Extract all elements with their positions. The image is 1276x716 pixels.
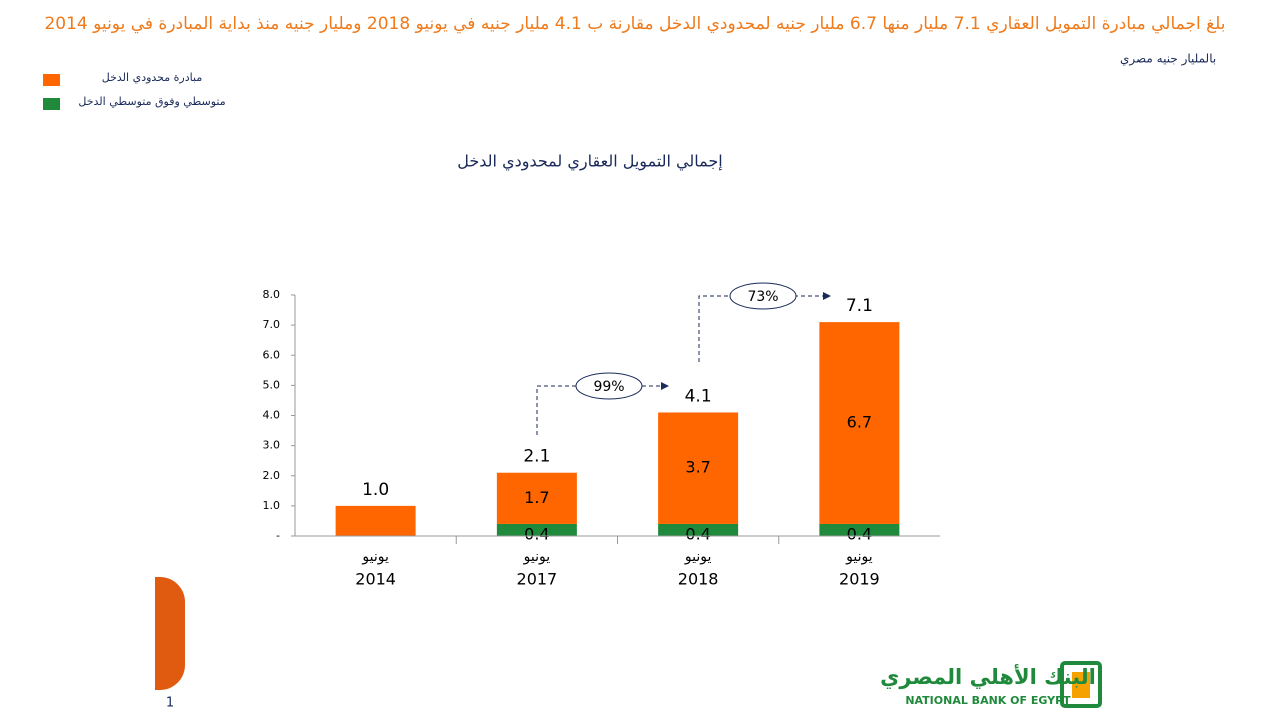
bank-name-ar: البنك الأهلي المصري xyxy=(880,663,1096,690)
x-tick-label: يونيو xyxy=(523,549,551,565)
y-tick-label: 3.0 xyxy=(263,439,281,452)
y-tick-label: 1.0 xyxy=(263,499,281,512)
growth-bubble xyxy=(729,282,797,310)
data-label: 0.4 xyxy=(524,525,549,544)
growth-arrow xyxy=(698,292,831,362)
bar-segment xyxy=(819,322,900,524)
data-label: 6.7 xyxy=(847,413,872,432)
x-tick-label: 2019 xyxy=(839,570,880,589)
total-label: 7.1 xyxy=(846,296,873,316)
total-label: 2.1 xyxy=(523,447,550,467)
x-tick-label: يونيو xyxy=(684,549,712,565)
y-tick-label: 2.0 xyxy=(263,469,281,482)
page-number: 1 xyxy=(166,696,174,711)
logo: البنك الأهلي المصري NATIONAL BANK OF EGY… xyxy=(880,661,1102,708)
y-tick-label: 5.0 xyxy=(263,378,281,391)
logo-emblem xyxy=(1060,661,1102,708)
data-label: 0.4 xyxy=(685,525,710,544)
total-label: 4.1 xyxy=(685,386,712,406)
legend-label: مبادرة محدودي الدخل xyxy=(102,71,203,84)
legend-swatch xyxy=(43,74,60,86)
x-tick-label: يونيو xyxy=(361,549,389,565)
y-tick-label: 4.0 xyxy=(263,409,281,422)
bar-segment xyxy=(496,523,577,536)
y-tick-label: 8.0 xyxy=(263,288,281,301)
data-label: 0.4 xyxy=(847,525,872,544)
bar-segment xyxy=(658,412,739,524)
bar-segment xyxy=(658,523,739,536)
growth-label: 73% xyxy=(747,289,778,305)
bar-segment xyxy=(335,505,416,536)
data-label: 3.7 xyxy=(685,458,710,477)
y-tick-label: - xyxy=(276,529,280,542)
growth-bubble xyxy=(575,372,643,400)
bar-segment xyxy=(819,523,900,536)
x-tick-label: 2018 xyxy=(678,570,719,589)
y-tick-label: 7.0 xyxy=(263,318,281,331)
logo-emblem xyxy=(1072,672,1090,698)
headline: بلغ اجمالي مبادرة التمويل العقاري 7.1 مل… xyxy=(44,14,1225,34)
bar-segment xyxy=(496,472,577,524)
growth-label: 99% xyxy=(593,379,624,395)
unit-note: بالمليار جنيه مصري xyxy=(1120,52,1216,67)
chart-title: إجمالي التمويل العقاري لمحدودي الدخل xyxy=(457,152,722,172)
legend-swatch xyxy=(43,98,60,110)
data-label: 1.7 xyxy=(524,488,549,507)
bank-name-en: NATIONAL BANK OF EGYPT xyxy=(905,694,1071,707)
x-tick-label: 2017 xyxy=(517,570,558,589)
x-tick-label: يونيو xyxy=(845,549,873,565)
y-tick-label: 6.0 xyxy=(263,348,281,361)
legend-label: متوسطي وفوق متوسطي الدخل xyxy=(78,95,225,108)
total-label: 1.0 xyxy=(362,480,389,500)
decoration xyxy=(155,577,185,690)
x-tick-label: 2014 xyxy=(355,570,396,589)
